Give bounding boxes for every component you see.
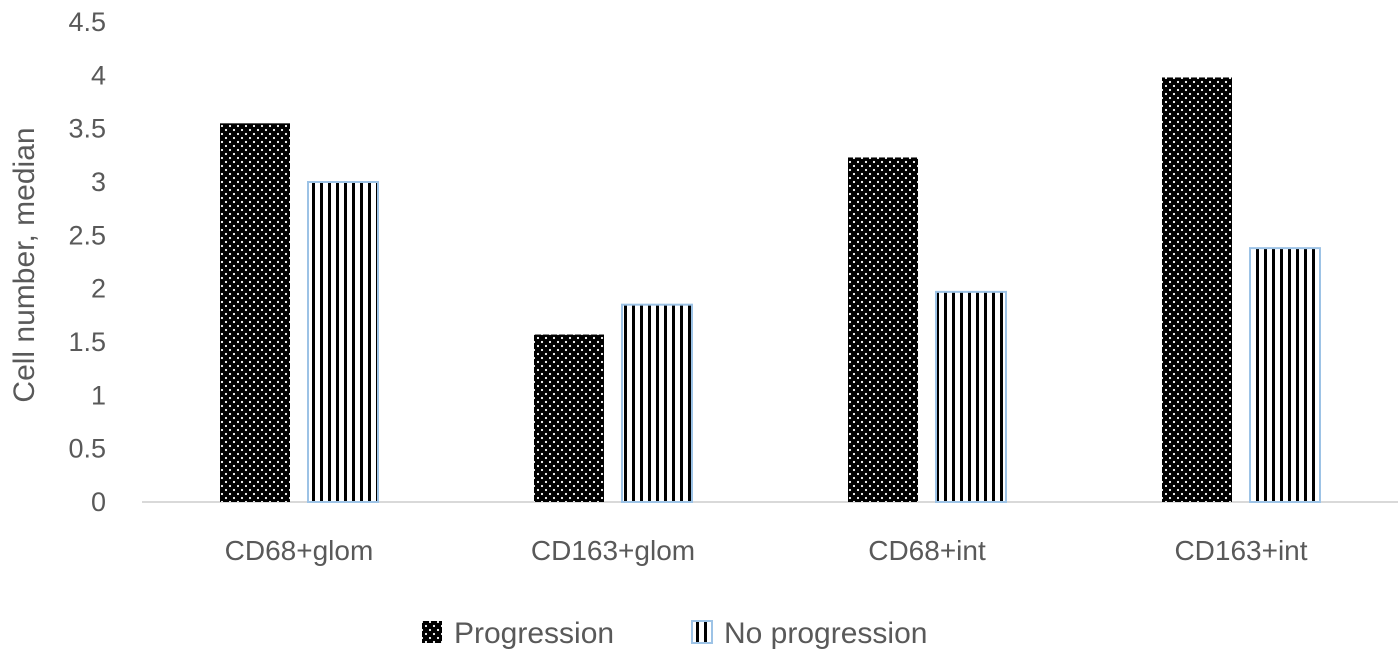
bars [220, 77, 1321, 503]
category-label: CD68+int [868, 535, 986, 566]
legend-swatch-no-progression [691, 620, 713, 644]
bar-progression-4 [1162, 77, 1232, 502]
y-tick-label: 4.5 [68, 7, 106, 37]
category-label: CD68+glom [225, 535, 374, 566]
y-tick-label: 1.5 [68, 327, 106, 357]
bar-no-progression-4 [1249, 247, 1321, 503]
y-tick-label: 3.5 [68, 114, 106, 144]
y-tick-label: 2.5 [68, 220, 106, 250]
y-axis-label: Cell number, median [8, 127, 41, 402]
category-label: CD163+glom [531, 535, 695, 566]
bar-progression-2 [534, 334, 604, 502]
y-tick-label: 1 [91, 380, 106, 410]
legend-swatch-progression [422, 621, 442, 643]
bar-progression-3 [848, 157, 918, 502]
legend-label: No progression [724, 617, 927, 650]
legend-label: Progression [454, 617, 614, 650]
y-tick-label: 0.5 [68, 434, 106, 464]
y-tick-label: 4 [91, 60, 106, 90]
y-tick-label: 3 [91, 167, 106, 197]
y-axis-ticks: 0 0.5 1 1.5 2 2.5 3 3.5 4 4.5 [68, 7, 106, 517]
bar-no-progression-1 [307, 181, 379, 503]
bar-no-progression-3 [935, 290, 1007, 503]
legend: Progression No progression [422, 617, 927, 650]
bar-no-progression-2 [621, 303, 693, 503]
category-labels: CD68+glom CD163+glom CD68+int CD163+int [225, 535, 1308, 566]
category-label: CD163+int [1174, 535, 1307, 566]
y-tick-label: 0 [91, 487, 106, 517]
y-tick-label: 2 [91, 274, 106, 304]
bar-progression-1 [220, 123, 290, 502]
